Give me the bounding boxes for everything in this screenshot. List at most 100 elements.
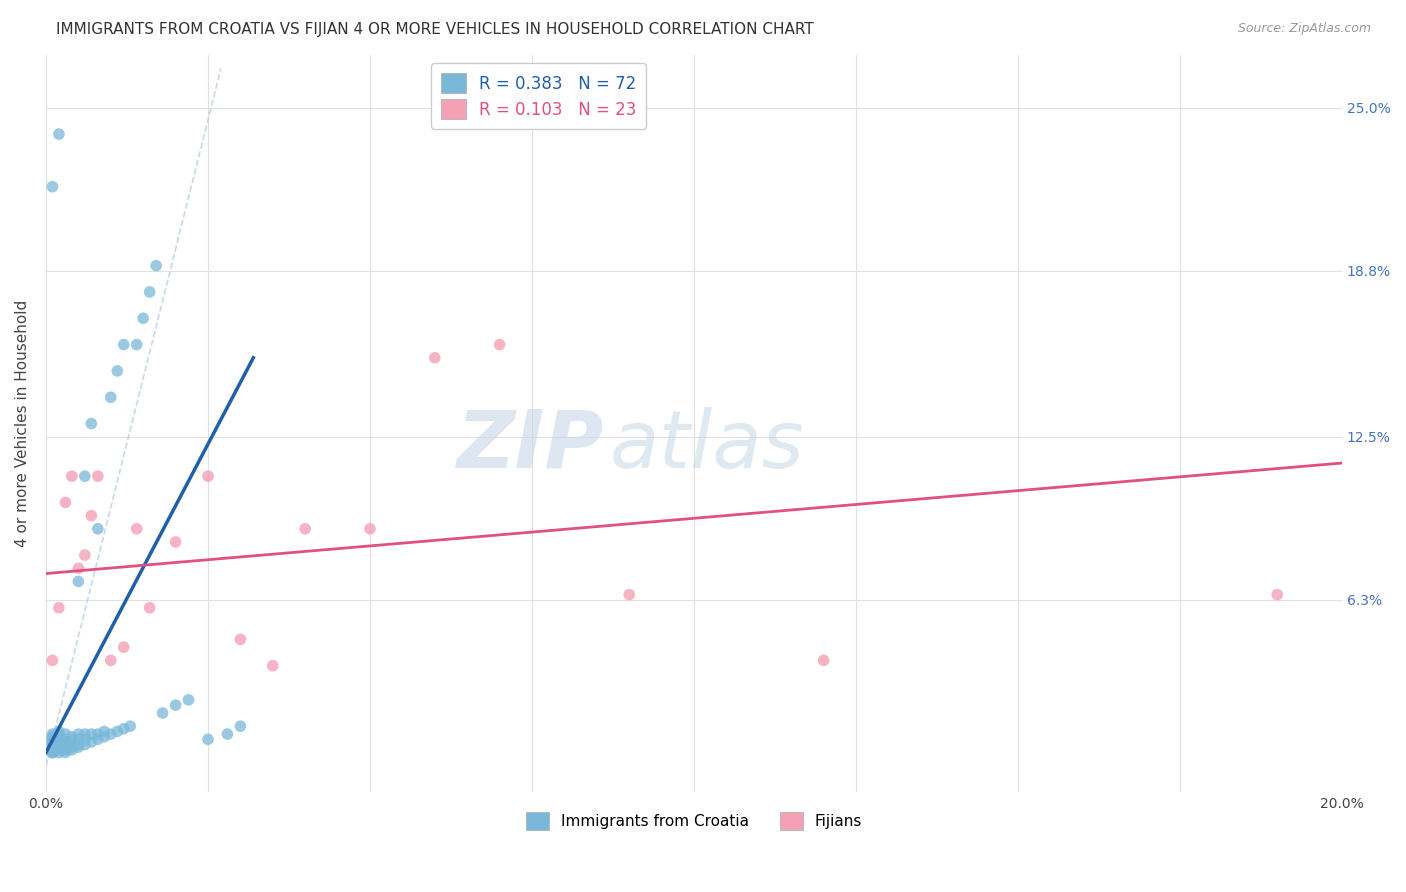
Point: [165, 535, 187, 549]
Point: [41, 653, 63, 667]
Point: [93, 724, 115, 739]
Point: [423, 351, 446, 365]
Point: [138, 600, 160, 615]
Point: [41, 738, 63, 752]
Point: [60, 730, 83, 744]
Point: [177, 693, 200, 707]
Point: [55, 732, 77, 747]
Text: ZIP: ZIP: [456, 407, 603, 484]
Point: [105, 364, 128, 378]
Legend: Immigrants from Croatia, Fijians: Immigrants from Croatia, Fijians: [520, 806, 869, 836]
Point: [73, 738, 96, 752]
Point: [48, 732, 70, 747]
Point: [80, 735, 103, 749]
Point: [41, 179, 63, 194]
Point: [55, 740, 77, 755]
Point: [138, 285, 160, 299]
Point: [48, 740, 70, 755]
Point: [41, 738, 63, 752]
Point: [48, 730, 70, 744]
Point: [488, 337, 510, 351]
Point: [67, 738, 90, 752]
Text: atlas: atlas: [610, 407, 804, 484]
Point: [80, 508, 103, 523]
Point: [55, 743, 77, 757]
Point: [229, 632, 252, 647]
Point: [41, 732, 63, 747]
Point: [41, 740, 63, 755]
Point: [619, 588, 641, 602]
Point: [67, 740, 90, 755]
Point: [48, 746, 70, 760]
Point: [112, 722, 135, 736]
Point: [60, 743, 83, 757]
Point: [73, 548, 96, 562]
Point: [80, 417, 103, 431]
Point: [48, 727, 70, 741]
Point: [73, 727, 96, 741]
Point: [229, 719, 252, 733]
Point: [48, 735, 70, 749]
Point: [48, 600, 70, 615]
Point: [60, 738, 83, 752]
Point: [41, 730, 63, 744]
Point: [87, 522, 110, 536]
Point: [105, 724, 128, 739]
Point: [165, 698, 187, 712]
Point: [55, 495, 77, 509]
Point: [48, 738, 70, 752]
Point: [41, 746, 63, 760]
Point: [93, 730, 115, 744]
Point: [48, 127, 70, 141]
Point: [55, 735, 77, 749]
Point: [197, 732, 219, 747]
Point: [813, 653, 835, 667]
Point: [87, 732, 110, 747]
Point: [41, 732, 63, 747]
Point: [1265, 588, 1288, 602]
Point: [48, 743, 70, 757]
Point: [125, 337, 148, 351]
Point: [359, 522, 381, 536]
Point: [55, 727, 77, 741]
Point: [100, 653, 122, 667]
Point: [60, 740, 83, 755]
Point: [87, 469, 110, 483]
Point: [67, 574, 90, 589]
Point: [145, 259, 167, 273]
Point: [55, 738, 77, 752]
Point: [197, 469, 219, 483]
Point: [60, 732, 83, 747]
Point: [217, 727, 239, 741]
Point: [67, 732, 90, 747]
Point: [100, 727, 122, 741]
Point: [132, 311, 155, 326]
Point: [112, 337, 135, 351]
Point: [41, 732, 63, 747]
Point: [125, 522, 148, 536]
Point: [152, 706, 174, 720]
Point: [67, 561, 90, 575]
Text: IMMIGRANTS FROM CROATIA VS FIJIAN 4 OR MORE VEHICLES IN HOUSEHOLD CORRELATION CH: IMMIGRANTS FROM CROATIA VS FIJIAN 4 OR M…: [56, 22, 814, 37]
Point: [55, 746, 77, 760]
Point: [41, 746, 63, 760]
Point: [41, 740, 63, 755]
Y-axis label: 4 or more Vehicles in Household: 4 or more Vehicles in Household: [15, 300, 30, 547]
Point: [87, 727, 110, 741]
Point: [294, 522, 316, 536]
Point: [262, 658, 284, 673]
Point: [60, 469, 83, 483]
Point: [100, 390, 122, 404]
Point: [120, 719, 142, 733]
Point: [73, 469, 96, 483]
Point: [73, 732, 96, 747]
Point: [67, 727, 90, 741]
Point: [41, 746, 63, 760]
Text: Source: ZipAtlas.com: Source: ZipAtlas.com: [1237, 22, 1371, 36]
Point: [41, 730, 63, 744]
Point: [48, 724, 70, 739]
Point: [41, 727, 63, 741]
Point: [41, 735, 63, 749]
Point: [41, 735, 63, 749]
Point: [112, 640, 135, 655]
